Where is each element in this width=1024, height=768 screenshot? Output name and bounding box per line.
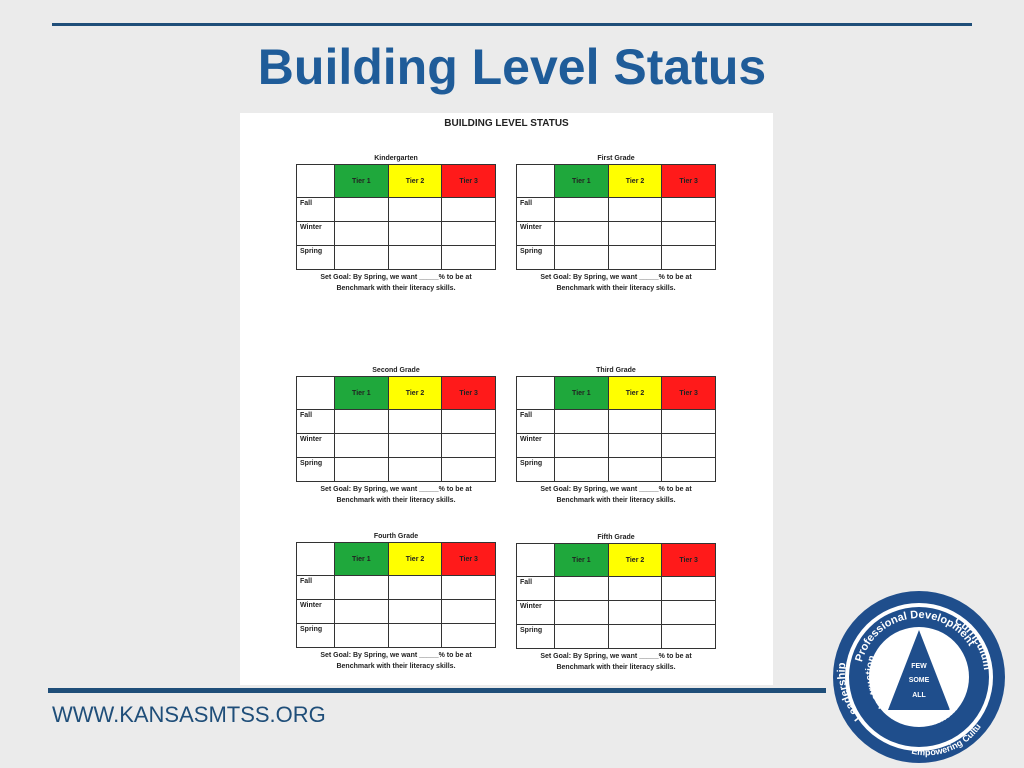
row-label: Spring (296, 457, 335, 482)
logo-tri-few: FEW (911, 663, 927, 670)
row-label: Spring (516, 457, 555, 482)
tier-1-header: Tier 1 (334, 164, 389, 198)
row-label: Fall (296, 197, 335, 222)
grade-table: Tier 1 Tier 2 Tier 3 Fall Winter Spring (296, 376, 496, 482)
row-label: Winter (516, 221, 555, 246)
grade-table: Tier 1 Tier 2 Tier 3 Fall Winter Spring (516, 376, 716, 482)
grade-table: Tier 1 Tier 2 Tier 3 Fall Winter Spring (296, 542, 496, 648)
row-label: Spring (516, 245, 555, 270)
tier-1-header: Tier 1 (554, 376, 609, 410)
row-label: Fall (516, 409, 555, 434)
logo-triangle (888, 630, 950, 710)
top-rule (52, 23, 972, 26)
website-url: WWW.KANSASMTSS.ORG (52, 702, 326, 727)
row-label: Spring (296, 623, 335, 648)
grade-name: Kindergarten (374, 155, 418, 162)
tier-3-header: Tier 3 (441, 164, 496, 198)
logo-tri-some: SOME (909, 677, 930, 684)
goal-text: Set Goal: By Spring, we want _____% to b… (540, 653, 692, 671)
row-label: Winter (296, 599, 335, 624)
row-label: Fall (296, 409, 335, 434)
grade-block-kindergarten: Kindergarten Tier 1 Tier 2 Tier 3 Fall Win… (296, 153, 496, 294)
document-image: BUILDING LEVEL STATUS Kindergarten Tier … (240, 113, 773, 685)
row-label: Fall (516, 197, 555, 222)
grade-name: Fourth Grade (373, 533, 419, 540)
grade-table: Tier 1 Tier 2 Tier 3 Fall Winter Spring (516, 164, 716, 270)
grade-block-first: First Grade Tier 1 Tier 2 Tier 3 Fall Wint… (516, 153, 716, 294)
grade-block-second: Second Grade Tier 1 Tier 2 Tier 3 Fall Win… (296, 365, 496, 506)
row-label: Spring (296, 245, 335, 270)
tier-1-header: Tier 1 (554, 543, 609, 577)
bottom-rule (48, 688, 826, 693)
goal-text: Set Goal: By Spring, we want _____% to b… (540, 486, 692, 504)
grade-name: Second Grade (372, 367, 420, 374)
tier-3-header: Tier 3 (441, 376, 496, 410)
tier-1-header: Tier 1 (334, 542, 389, 576)
grade-table: Tier 1 Tier 2 Tier 3 Fall Winter Spring (516, 543, 716, 649)
tier-2-header: Tier 2 (387, 542, 443, 576)
row-label: Winter (296, 221, 335, 246)
tier-2-header: Tier 2 (607, 543, 663, 577)
tier-2-header: Tier 2 (387, 376, 443, 410)
document-title: BUILDING LEVEL STATUS (444, 118, 569, 129)
tier-2-header: Tier 2 (607, 376, 663, 410)
grade-name: First Grade (597, 155, 635, 162)
row-label: Fall (516, 576, 555, 601)
row-label: Fall (296, 575, 335, 600)
kansas-mtss-logo: Professional Development Leadership Curr… (830, 588, 1005, 763)
tier-3-header: Tier 3 (441, 542, 496, 576)
goal-text: Set Goal: By Spring, we want _____% to b… (320, 652, 472, 670)
row-label: Winter (516, 433, 555, 458)
goal-text: Set Goal: By Spring, we want _____% to b… (320, 274, 472, 292)
tier-3-header: Tier 3 (661, 543, 716, 577)
tier-1-header: Tier 1 (554, 164, 609, 198)
row-label: Winter (516, 600, 555, 625)
grade-block-fifth: Fifth Grade Tier 1 Tier 2 Tier 3 Fall Wint… (516, 532, 716, 673)
logo-tri-all: ALL (912, 692, 926, 699)
goal-text: Set Goal: By Spring, we want _____% to b… (320, 486, 472, 504)
slide-title: Building Level Status (257, 39, 767, 95)
grade-block-third: Third Grade Tier 1 Tier 2 Tier 3 Fall Wint… (516, 365, 716, 506)
tier-2-header: Tier 2 (607, 164, 663, 198)
grade-name: Fifth Grade (597, 534, 635, 541)
tier-3-header: Tier 3 (661, 164, 716, 198)
tier-2-header: Tier 2 (387, 164, 443, 198)
grade-block-fourth: Fourth Grade Tier 1 Tier 2 Tier 3 Fall Win… (296, 531, 496, 672)
goal-text: Set Goal: By Spring, we want _____% to b… (540, 274, 692, 292)
grade-name: Third Grade (596, 367, 636, 374)
tier-3-header: Tier 3 (661, 376, 716, 410)
row-label: Winter (296, 433, 335, 458)
grade-table: Tier 1 Tier 2 Tier 3 Fall Winter Spring (296, 164, 496, 270)
row-label: Spring (516, 624, 555, 649)
tier-1-header: Tier 1 (334, 376, 389, 410)
